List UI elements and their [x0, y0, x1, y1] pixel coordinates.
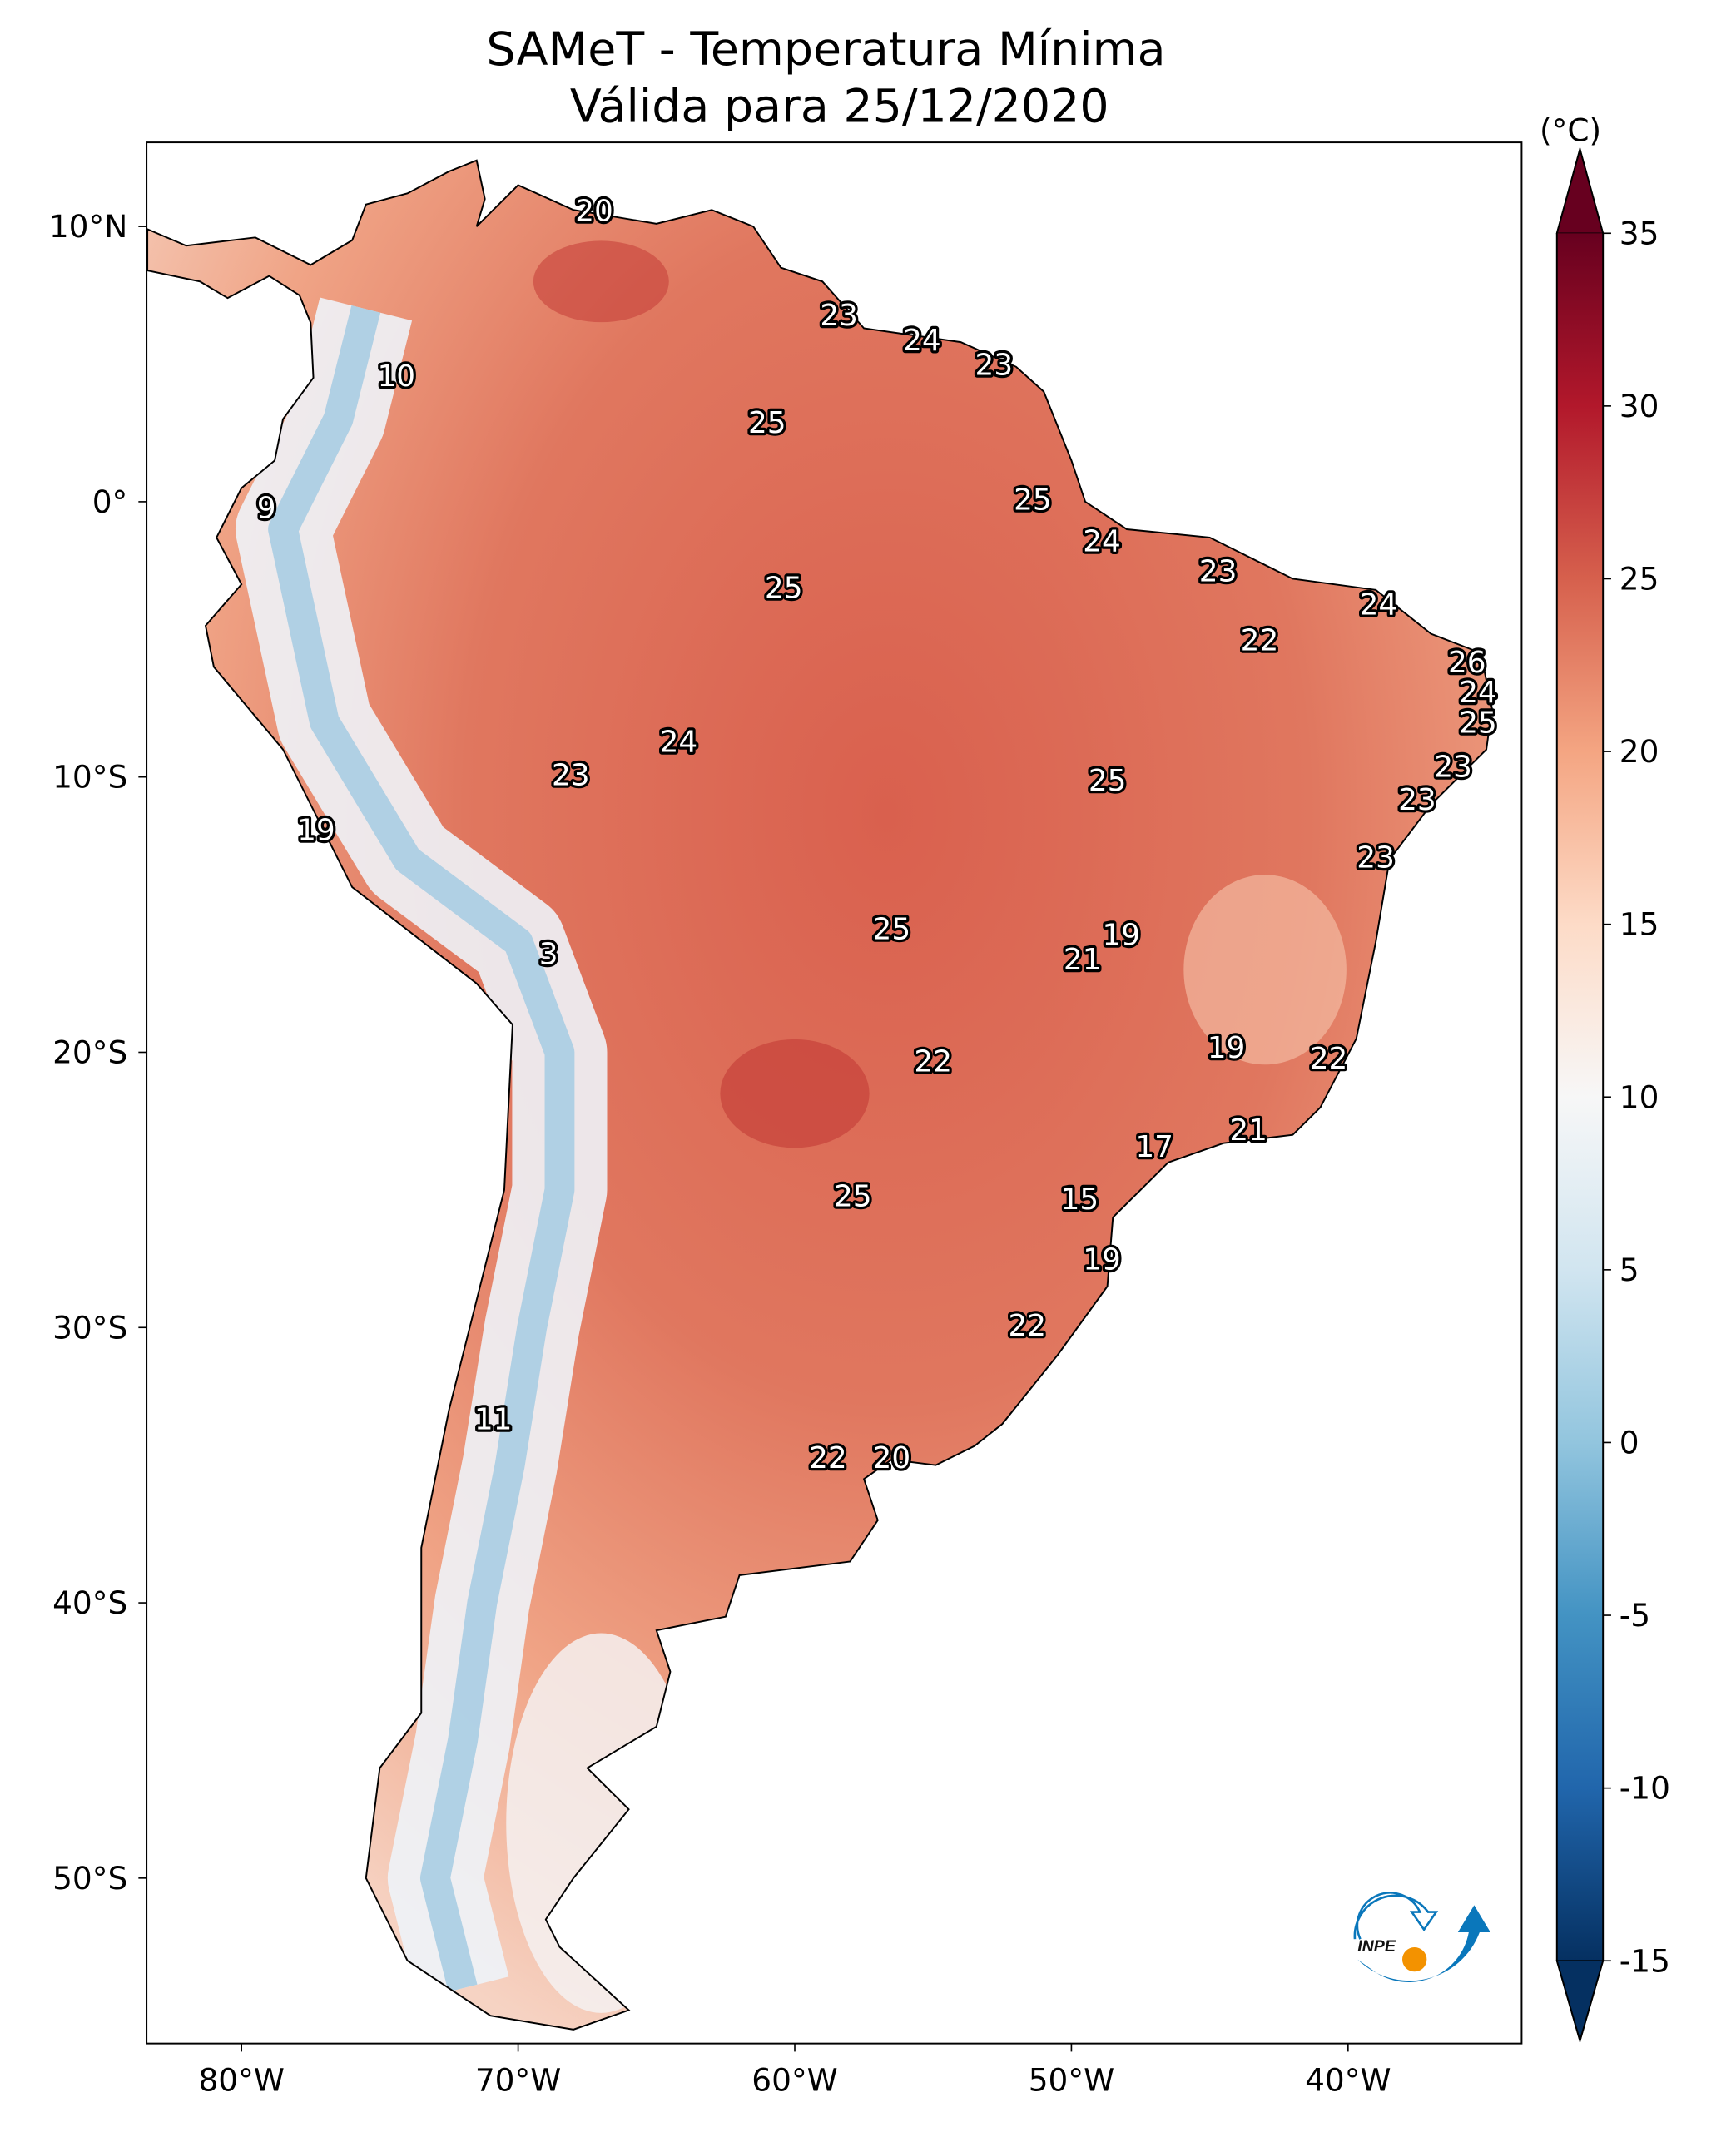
colorbar-tick-label: 25: [1619, 561, 1659, 598]
colorbar-tick-label: -10: [1619, 1770, 1670, 1807]
temperature-label: 24: [660, 726, 698, 760]
cool-zone-southeast-brazil: [1183, 875, 1347, 1065]
warm-core-llanos: [533, 240, 669, 323]
colorbar-gradient: [1556, 233, 1604, 1961]
temperature-label: 19: [1083, 1243, 1121, 1277]
temperature-label: 23: [1199, 555, 1238, 589]
temperature-label: 20: [873, 1441, 911, 1475]
temperature-label: 23: [1357, 841, 1395, 875]
temperature-label: 25: [765, 571, 803, 605]
logo-arrow-icon: [1357, 1905, 1490, 1982]
temperature-label: 25: [1459, 707, 1497, 741]
temperature-label: 21: [1064, 943, 1102, 977]
lon-tick-label: 70°W: [475, 2062, 561, 2099]
logo-sun-icon: [1402, 1946, 1427, 1972]
lon-tick-label: 40°W: [1305, 2062, 1391, 2099]
colorbar-tick-label: 5: [1619, 1252, 1639, 1288]
temperature-label: 23: [1398, 783, 1436, 817]
warm-core-chaco: [720, 1039, 870, 1148]
lon-tick-label: 80°W: [198, 2062, 284, 2099]
temperature-label: 25: [748, 406, 786, 440]
logo-text: INPE: [1357, 1937, 1396, 1956]
temperature-label: 19: [1102, 918, 1140, 952]
colorbar-tick-label: 30: [1619, 388, 1659, 424]
temperature-label: 15: [1061, 1183, 1099, 1217]
colorbar-tick-label: -5: [1619, 1597, 1650, 1634]
temperature-label: 22: [1008, 1309, 1046, 1343]
temperature-label: 24: [1360, 588, 1398, 622]
temperature-label: 24: [1083, 524, 1121, 558]
temperature-label: 19: [297, 814, 335, 848]
lat-tick-label: 10°N: [49, 208, 127, 245]
title-line-2: Válida para 25/12/2020: [570, 81, 1109, 134]
coastline: [146, 159, 1493, 2031]
colorbar-tick-label: 20: [1619, 733, 1659, 770]
andes-cold-zone: [268, 305, 575, 1992]
temperature-label: 23: [820, 299, 858, 333]
lat-tick-label: 50°S: [52, 1860, 127, 1897]
temperature-label: 25: [873, 913, 911, 947]
axis-ticks: 80°W 70°W 60°W 50°W 40°W 10°N 0° 10°S 20°S 30°S 40…: [49, 208, 1391, 2099]
temperature-label: 25: [1014, 483, 1052, 518]
lat-tick-label: 20°S: [52, 1034, 127, 1071]
temperature-label: 19: [1208, 1031, 1246, 1065]
lat-tick-label: 0°: [92, 483, 128, 520]
colorbar-top-extension: [1555, 146, 1605, 235]
lat-tick-label: 40°S: [52, 1584, 127, 1621]
colorbar-bottom-extension: [1555, 1960, 1605, 2044]
temperature-label: 20: [575, 194, 613, 228]
lat-tick-label: 30°S: [52, 1309, 127, 1346]
temperature-label: 22: [914, 1044, 952, 1078]
temperature-label: 23: [552, 758, 590, 792]
colorbar-unit: (°C): [1540, 112, 1601, 148]
colorbar: (°C) 35 30 25 20 15 10 5 0 -5 -10 -15: [1540, 112, 1670, 2044]
temperature-label: 17: [1135, 1130, 1173, 1164]
colorbar-tick-label: 10: [1619, 1078, 1659, 1115]
patagonia-cool-zone: [506, 1633, 697, 2013]
colorbar-ticks: 35 30 25 20 15 10 5 0 -5 -10 -15: [1603, 215, 1670, 1979]
temperature-label: 9: [257, 492, 276, 526]
lon-tick-label: 50°W: [1029, 2062, 1114, 2099]
title-line-1: SAMeT - Temperatura Mínima: [486, 23, 1165, 77]
temperature-label: 22: [809, 1441, 847, 1475]
colorbar-tick-label: 15: [1619, 906, 1659, 943]
map-frame: [146, 141, 1523, 2045]
temperature-label: 24: [1459, 676, 1497, 710]
temperature-label: 23: [1434, 751, 1472, 785]
temperature-label: 22: [1310, 1042, 1348, 1076]
temperature-label: 10: [378, 359, 416, 394]
temperature-label: 22: [1241, 623, 1279, 657]
temperature-label: 23: [975, 349, 1014, 383]
colorbar-tick-label: 0: [1619, 1424, 1639, 1460]
logo-swirl-icon: [1353, 1892, 1439, 1940]
temperature-label: 25: [834, 1180, 872, 1214]
temperature-label: 24: [903, 324, 941, 358]
temperature-label: 25: [1089, 764, 1127, 798]
inpe-logo: INPE: [1353, 1892, 1490, 1982]
lat-tick-label: 10°S: [52, 759, 127, 796]
colorbar-tick-label: 35: [1619, 215, 1659, 251]
lon-tick-label: 60°W: [751, 2062, 837, 2099]
temperature-label: 21: [1229, 1113, 1267, 1148]
temperature-label: 26: [1448, 646, 1486, 680]
temperature-label: 11: [474, 1402, 513, 1436]
colorbar-tick-label: -15: [1619, 1942, 1670, 1979]
temperature-label: 3: [539, 937, 558, 971]
